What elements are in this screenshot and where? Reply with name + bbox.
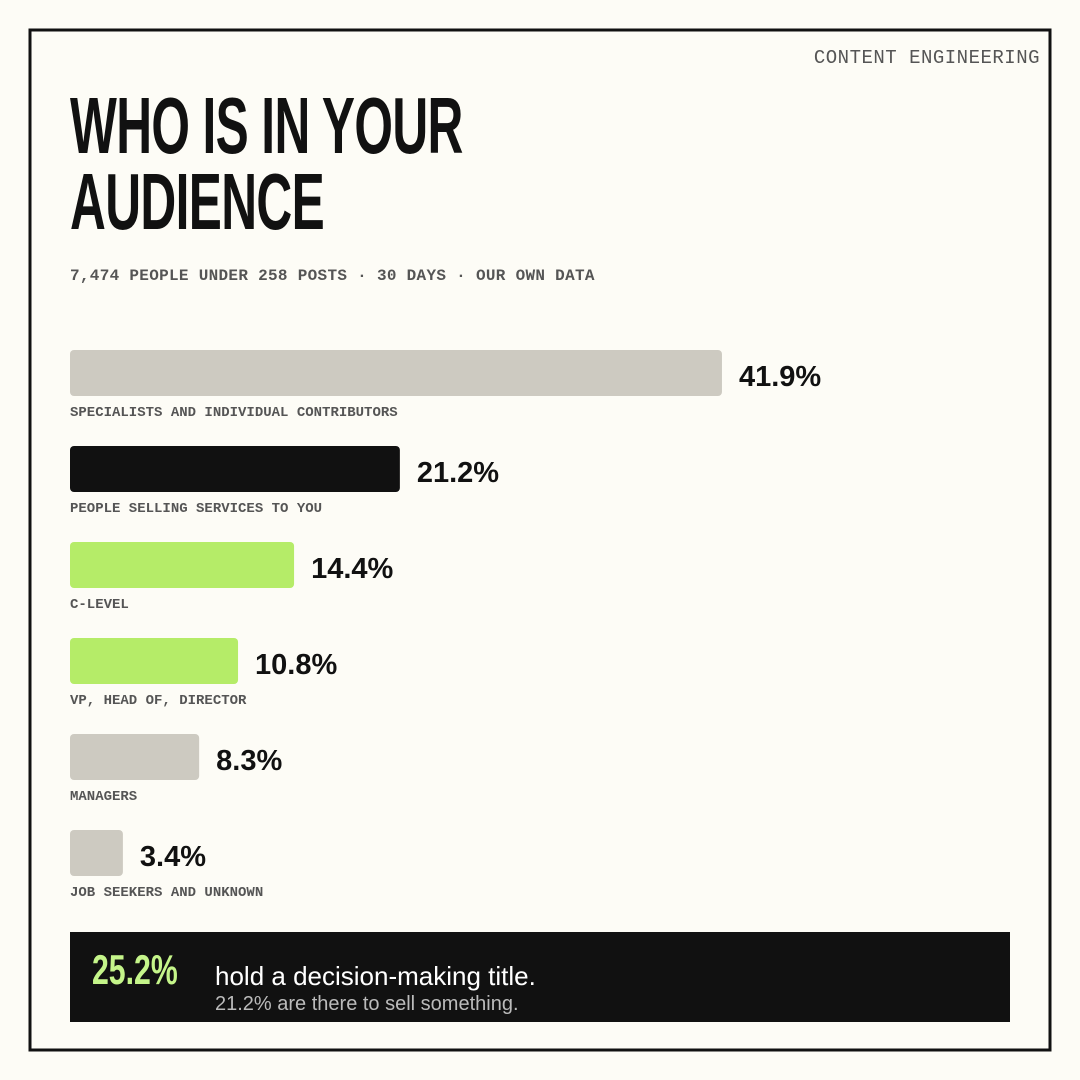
value-label: 14.4% <box>311 553 393 585</box>
category-label: PEOPLE SELLING SERVICES TO YOU <box>70 501 322 517</box>
frame <box>28 28 1052 1052</box>
value-label: 41.9% <box>739 361 821 393</box>
bar <box>70 350 722 396</box>
category-label: VP, HEAD OF, DIRECTOR <box>70 693 247 709</box>
category-label: C-LEVEL <box>70 597 129 613</box>
callout-box <box>70 932 1010 1022</box>
value-label: 8.3% <box>216 745 282 777</box>
chart-title: WHO IS IN YOUR AUDIENCE <box>70 81 463 246</box>
callout-text: hold a decision-making title. <box>215 961 536 991</box>
category-label: MANAGERS <box>70 789 137 805</box>
callout-subtext: 21.2% are there to sell something. <box>215 993 519 1015</box>
value-label: 10.8% <box>255 649 337 681</box>
bar <box>70 542 295 588</box>
chart-subtitle: 7,474 PEOPLE UNDER 258 POSTS · 30 DAYS ·… <box>70 267 595 285</box>
bar <box>70 830 123 876</box>
brand: CONTENT ENGINEERING <box>813 47 1040 69</box>
value-label: 21.2% <box>417 457 499 489</box>
bar <box>70 638 239 684</box>
value-label: 3.4% <box>140 841 206 873</box>
bar <box>70 446 400 492</box>
category-label: JOB SEEKERS AND UNKNOWN <box>70 885 263 901</box>
bar <box>70 734 200 780</box>
category-label: SPECIALISTS AND INDIVIDUAL CONTRIBUTORS <box>70 405 398 421</box>
callout-highlight: 25.2% <box>92 946 178 993</box>
